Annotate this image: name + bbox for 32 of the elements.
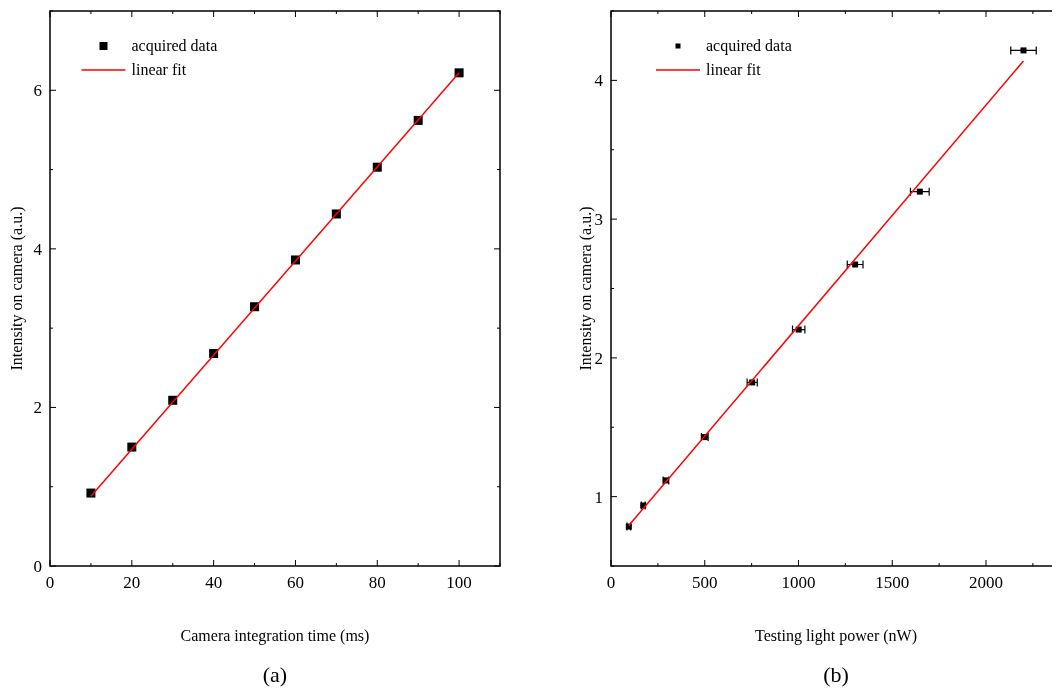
y-axis-title: Intensity on camera (a.u.) [577,206,595,371]
y-tick-label: 2 [594,348,603,368]
x-tick-label: 40 [205,573,223,592]
y-tick-label: 0 [33,557,42,576]
legend-label: acquired data [706,37,792,55]
legend-label: linear fit [131,61,187,78]
point [852,261,859,268]
x-tick-label: 80 [368,573,386,592]
x-tick-label: 1500 [875,573,910,592]
x-tick-label: 0 [606,573,616,592]
y-tick-label: 4 [33,239,43,259]
x-tick-label: 20 [123,573,141,592]
legend-label: acquired data [131,37,218,55]
x-tick-label: 100 [446,573,472,592]
text: (a) [262,662,288,687]
point [916,188,923,195]
x-axis-title: Camera integration time (ms) [180,627,370,645]
x-tick-label: 1000 [781,573,816,592]
y-tick-label: 6 [33,81,42,101]
text: (b) [823,662,849,687]
point [1020,47,1027,54]
y-tick-label: 1 [594,487,603,507]
legend-label: linear fit [706,61,762,78]
y-tick-label: 2 [33,398,42,418]
x-tick-label: 500 [692,573,718,592]
x-tick-label: 0 [45,573,55,592]
x-axis-title: Testing light power (nW) [755,627,917,645]
y-tick-label: 4 [594,71,604,91]
x-tick-label: 60 [286,573,304,592]
y-tick-label: 3 [594,210,603,230]
y-axis-title: Intensity on camera (a.u.) [8,206,26,371]
x-tick-label: 2000 [969,573,1003,592]
